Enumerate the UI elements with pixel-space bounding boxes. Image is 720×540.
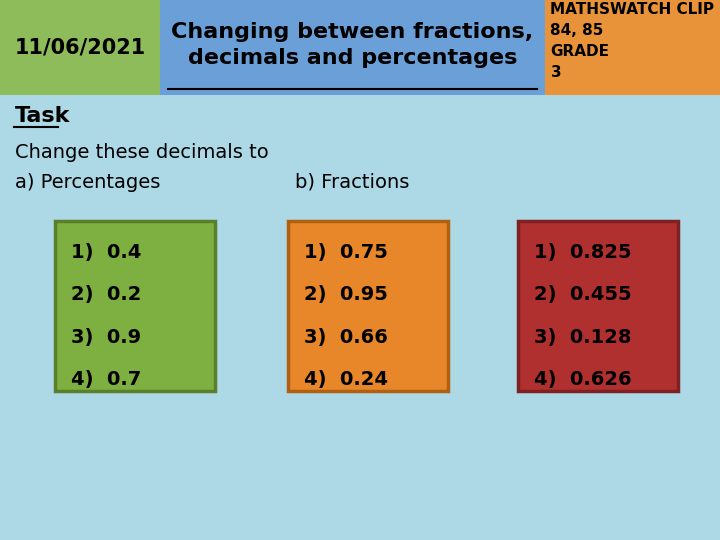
- FancyBboxPatch shape: [545, 0, 720, 94]
- Text: b) Fractions: b) Fractions: [295, 173, 410, 192]
- Text: 3)  0.9: 3) 0.9: [71, 328, 141, 347]
- Text: 1)  0.75: 1) 0.75: [304, 243, 388, 262]
- Text: 2)  0.455: 2) 0.455: [534, 285, 631, 305]
- Text: 4)  0.626: 4) 0.626: [534, 370, 631, 389]
- Text: Change these decimals to: Change these decimals to: [15, 143, 269, 162]
- Text: 3)  0.128: 3) 0.128: [534, 328, 631, 347]
- Text: Task: Task: [15, 106, 71, 126]
- Text: 1)  0.4: 1) 0.4: [71, 243, 141, 262]
- Text: 1)  0.825: 1) 0.825: [534, 243, 631, 262]
- Text: 11/06/2021: 11/06/2021: [14, 37, 145, 57]
- FancyBboxPatch shape: [55, 220, 215, 390]
- FancyBboxPatch shape: [518, 220, 678, 390]
- Text: 3)  0.66: 3) 0.66: [304, 328, 388, 347]
- Text: 4)  0.7: 4) 0.7: [71, 370, 141, 389]
- Text: Changing between fractions,
decimals and percentages: Changing between fractions, decimals and…: [171, 22, 534, 69]
- Text: 4)  0.24: 4) 0.24: [304, 370, 388, 389]
- FancyBboxPatch shape: [160, 0, 545, 94]
- FancyBboxPatch shape: [0, 0, 160, 94]
- Text: 2)  0.2: 2) 0.2: [71, 285, 141, 305]
- Text: MATHSWATCH CLIP
84, 85
GRADE
3: MATHSWATCH CLIP 84, 85 GRADE 3: [551, 2, 714, 80]
- FancyBboxPatch shape: [288, 220, 448, 390]
- Text: 2)  0.95: 2) 0.95: [304, 285, 388, 305]
- Text: a) Percentages: a) Percentages: [15, 173, 161, 192]
